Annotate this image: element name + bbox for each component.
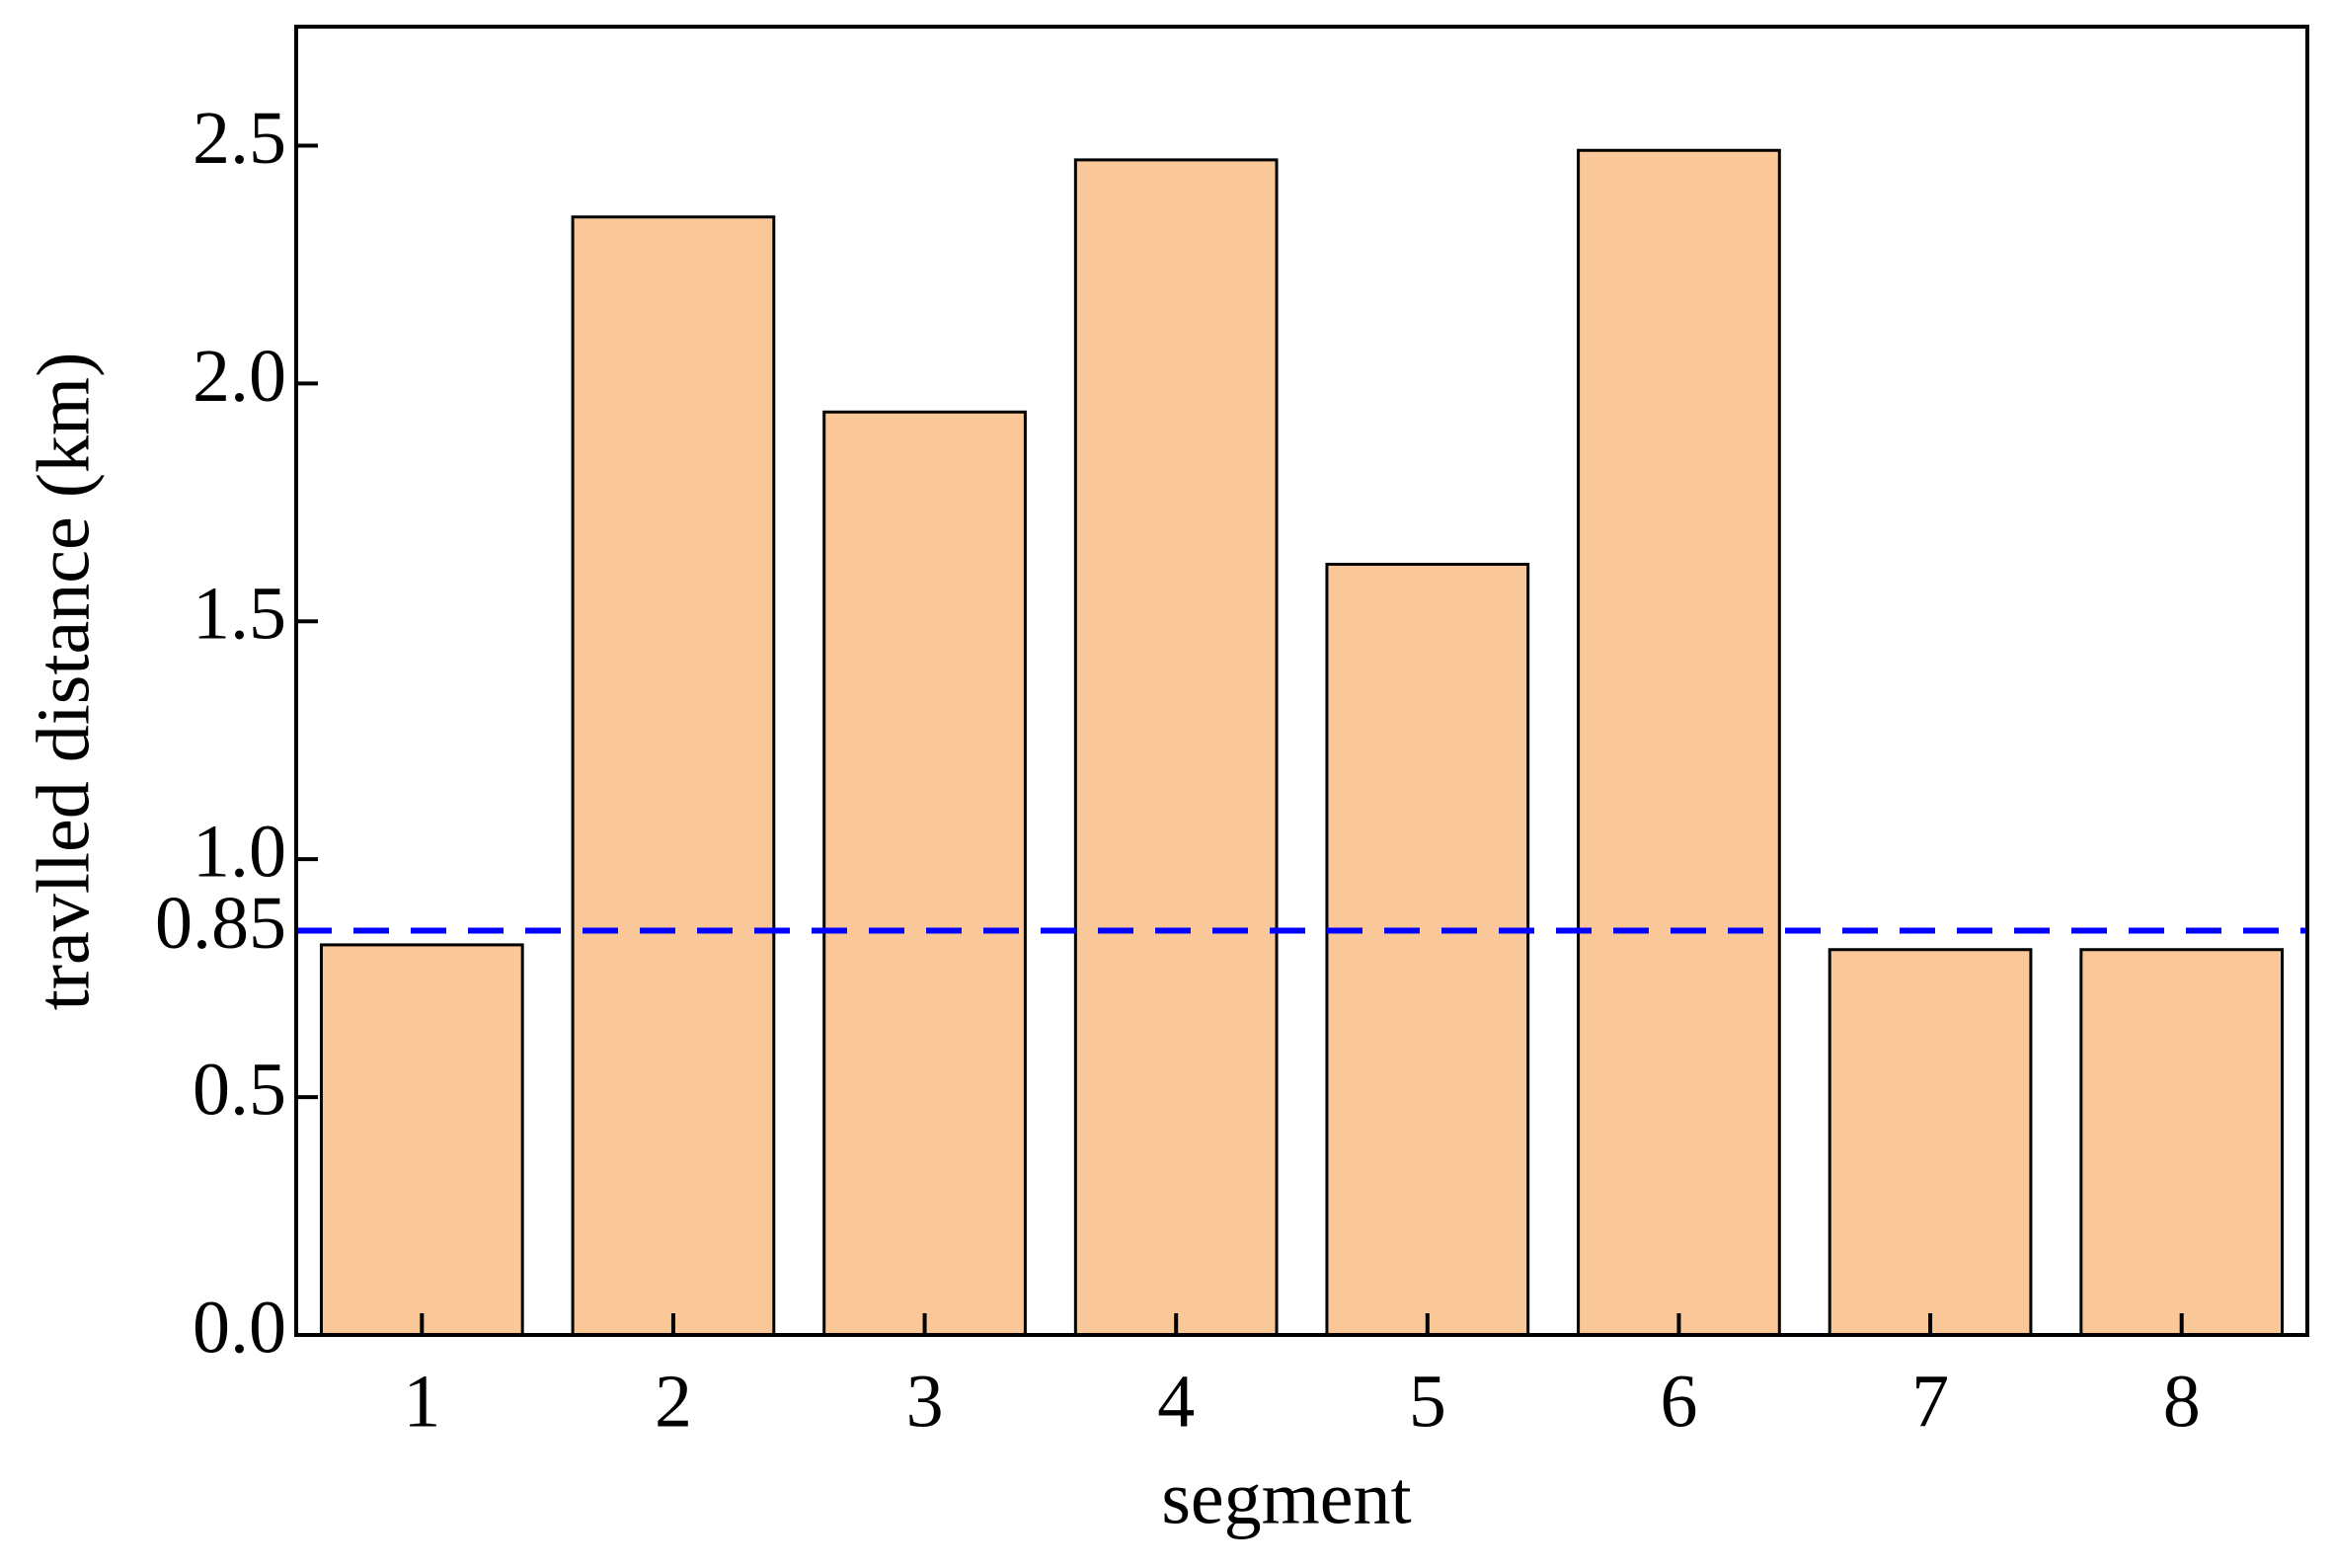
bar (1325, 562, 1530, 1337)
x-tick-label: 1 (403, 1360, 440, 1443)
y-tick-label: 0.85 (155, 882, 286, 965)
x-tick-label: 3 (906, 1360, 944, 1443)
y-tick-label: 2.0 (193, 335, 286, 418)
y-tick-label: 1.5 (193, 573, 286, 656)
y-tick-label: 1.0 (193, 811, 286, 894)
bar (571, 215, 776, 1337)
bar (822, 410, 1027, 1337)
y-tick-label: 0.0 (193, 1286, 286, 1369)
x-tick-label: 6 (1660, 1360, 1697, 1443)
bar (1828, 948, 2033, 1337)
bar (319, 943, 524, 1337)
x-tick-label: 5 (1409, 1360, 1446, 1443)
y-axis-title: travlled distance (km) (22, 353, 105, 1011)
y-tick-label: 0.5 (193, 1049, 286, 1132)
bar (2079, 948, 2285, 1337)
x-tick-label: 7 (1911, 1360, 1949, 1443)
y-tick-label: 2.5 (193, 97, 286, 180)
x-tick-label: 2 (655, 1360, 692, 1443)
x-tick-label: 8 (2163, 1360, 2201, 1443)
plot-frame (294, 25, 2309, 1337)
bar (1073, 158, 1279, 1337)
x-axis-title: segment (1161, 1456, 1411, 1539)
bar (1577, 148, 1781, 1337)
x-tick-label: 4 (1157, 1360, 1195, 1443)
